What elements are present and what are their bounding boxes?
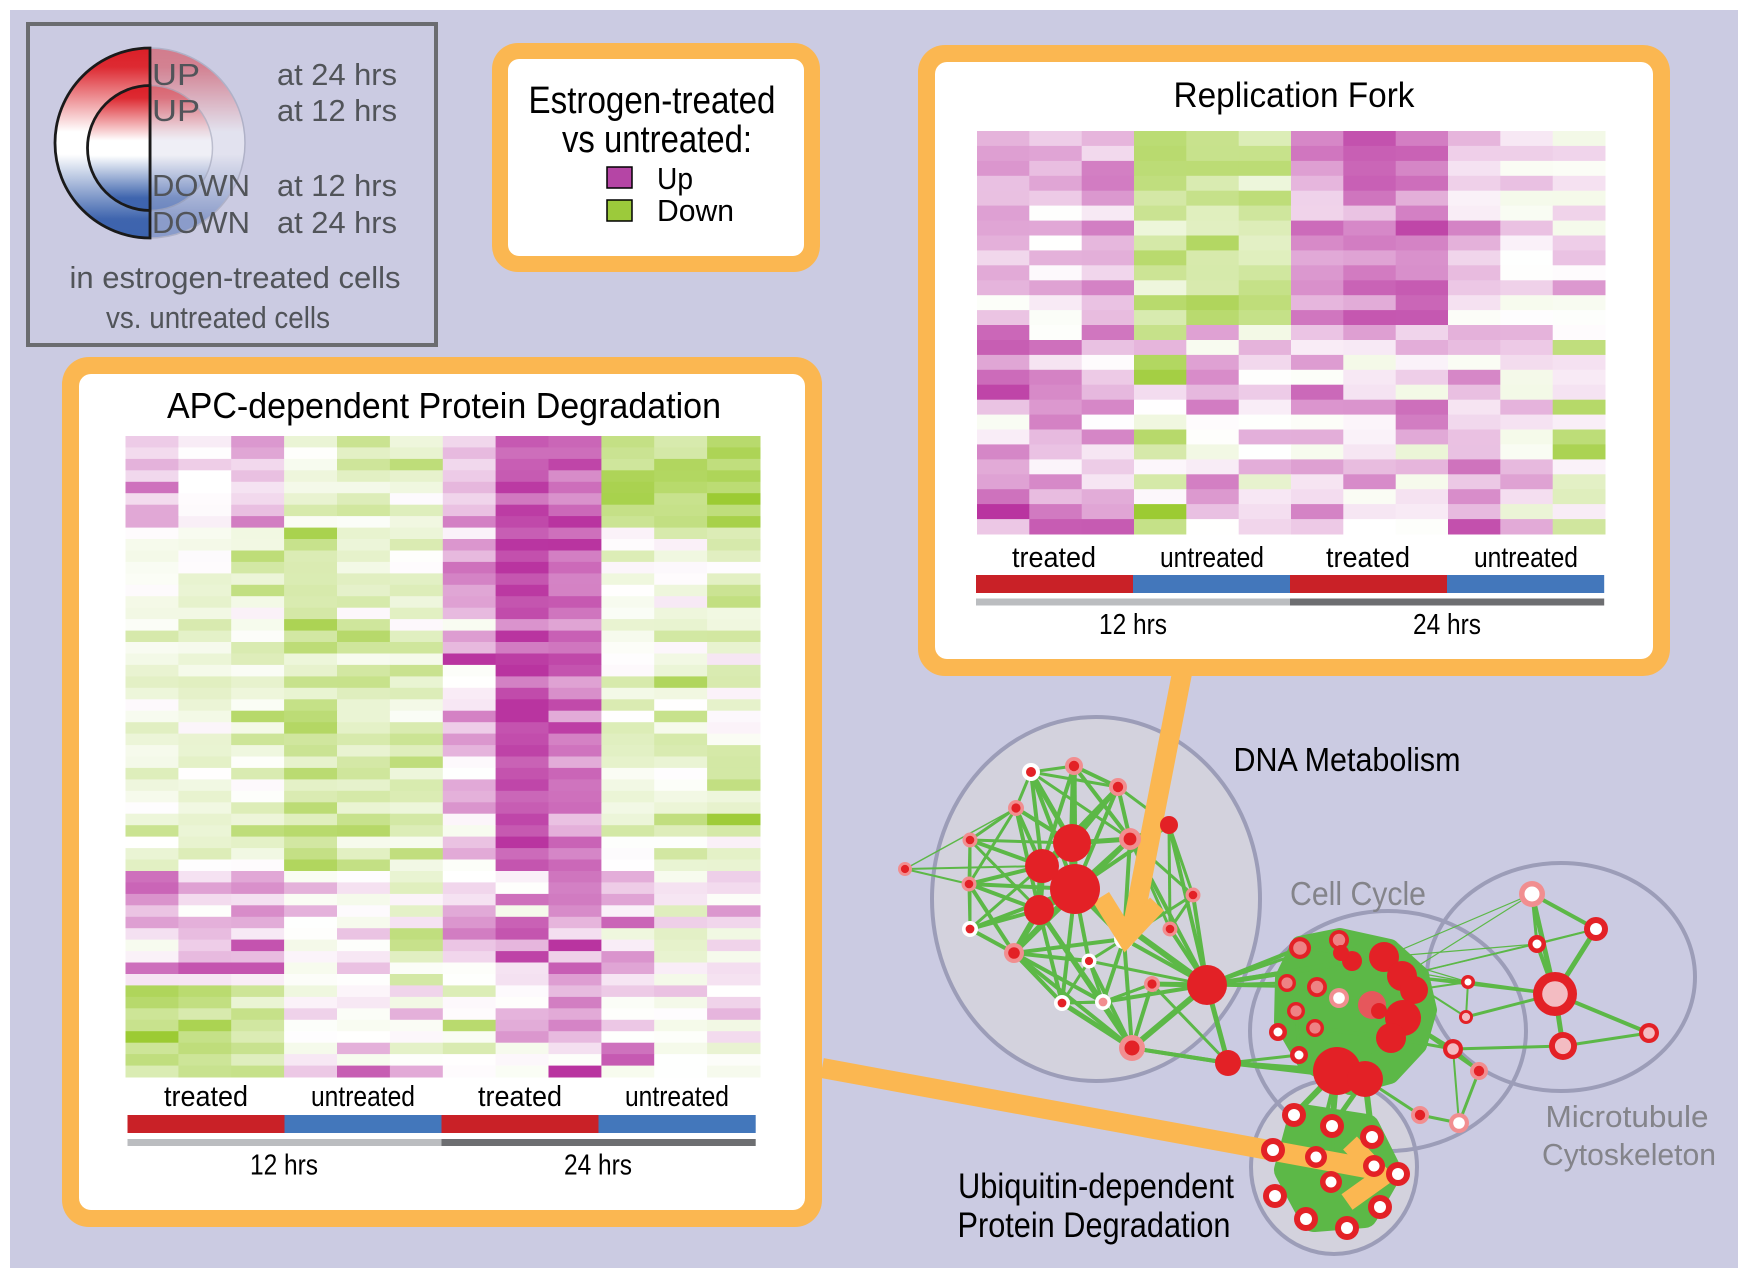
svg-text:treated: treated bbox=[478, 1081, 562, 1113]
svg-text:Down: Down bbox=[657, 193, 734, 228]
svg-text:DOWN: DOWN bbox=[152, 168, 250, 203]
svg-text:vs untreated:: vs untreated: bbox=[562, 119, 752, 161]
svg-text:untreated: untreated bbox=[1160, 542, 1264, 574]
svg-text:Microtubule: Microtubule bbox=[1546, 1099, 1709, 1134]
svg-text:12 hrs: 12 hrs bbox=[250, 1150, 318, 1182]
svg-text:UP: UP bbox=[152, 57, 200, 92]
svg-text:vs. untreated cells: vs. untreated cells bbox=[106, 300, 330, 335]
svg-text:Up: Up bbox=[657, 161, 693, 196]
svg-text:at 24 hrs: at 24 hrs bbox=[277, 205, 397, 240]
svg-text:UP: UP bbox=[152, 93, 200, 128]
svg-text:Protein Degradation: Protein Degradation bbox=[958, 1206, 1231, 1245]
svg-text:Estrogen-treated: Estrogen-treated bbox=[529, 80, 776, 122]
svg-text:in estrogen-treated cells: in estrogen-treated cells bbox=[70, 260, 401, 295]
svg-text:treated: treated bbox=[1326, 542, 1410, 574]
svg-text:at 12 hrs: at 12 hrs bbox=[277, 168, 397, 203]
svg-text:Cytoskeleton: Cytoskeleton bbox=[1542, 1137, 1716, 1172]
svg-text:12 hrs: 12 hrs bbox=[1099, 609, 1167, 641]
svg-text:24 hrs: 24 hrs bbox=[564, 1150, 632, 1182]
svg-text:treated: treated bbox=[164, 1081, 248, 1113]
svg-text:DOWN: DOWN bbox=[152, 205, 250, 240]
svg-text:Ubiquitin-dependent: Ubiquitin-dependent bbox=[958, 1167, 1234, 1206]
svg-text:untreated: untreated bbox=[625, 1081, 729, 1113]
svg-text:APC-dependent Protein Degradat: APC-dependent Protein Degradation bbox=[167, 385, 721, 426]
svg-text:DNA Metabolism: DNA Metabolism bbox=[1234, 741, 1461, 778]
svg-text:at 24 hrs: at 24 hrs bbox=[277, 57, 397, 92]
svg-text:at 12 hrs: at 12 hrs bbox=[277, 93, 397, 128]
svg-text:Replication Fork: Replication Fork bbox=[1174, 76, 1415, 115]
svg-text:untreated: untreated bbox=[1474, 542, 1578, 574]
svg-text:24 hrs: 24 hrs bbox=[1413, 609, 1481, 641]
svg-text:Cell Cycle: Cell Cycle bbox=[1290, 875, 1426, 912]
svg-text:untreated: untreated bbox=[311, 1081, 415, 1113]
svg-text:treated: treated bbox=[1012, 542, 1096, 574]
